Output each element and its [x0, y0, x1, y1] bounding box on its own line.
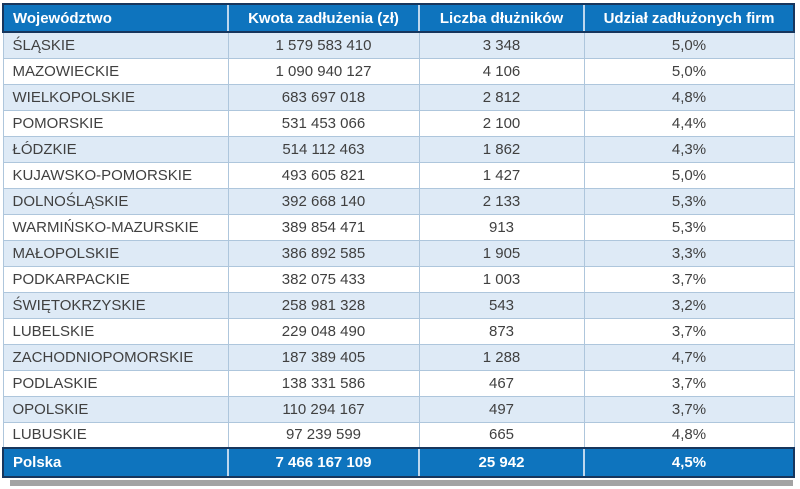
cell-amount: 110 294 167 — [227, 395, 420, 423]
table-row: PODLASKIE 138 331 586 467 3,7% — [2, 369, 795, 397]
column-header-region: Województwo — [2, 3, 228, 33]
cell-debtors: 2 100 — [418, 109, 585, 137]
cell-share: 4,3% — [583, 135, 795, 163]
cell-region: DOLNOŚLĄSKIE — [2, 187, 229, 215]
table-row: OPOLSKIE 110 294 167 497 3,7% — [2, 395, 795, 423]
cell-region: ŚWIĘTOKRZYSKIE — [2, 291, 229, 319]
cell-share: 5,0% — [583, 57, 795, 85]
cell-share: 3,7% — [583, 265, 795, 293]
cell-debtors: 2 812 — [418, 83, 585, 111]
cell-share: 5,0% — [583, 31, 795, 59]
cell-region: ZACHODNIOPOMORSKIE — [2, 343, 229, 371]
cell-debtors: 2 133 — [418, 187, 585, 215]
cell-amount: 514 112 463 — [227, 135, 420, 163]
cell-share: 4,8% — [583, 83, 795, 111]
cell-amount: 258 981 328 — [227, 291, 420, 319]
cell-amount: 493 605 821 — [227, 161, 420, 189]
cell-region: LUBUSKIE — [2, 421, 229, 449]
table-row: LUBUSKIE 97 239 599 665 4,8% — [2, 421, 795, 449]
cell-region: LUBELSKIE — [2, 317, 229, 345]
cell-region: PODLASKIE — [2, 369, 229, 397]
table-row: ZACHODNIOPOMORSKIE 187 389 405 1 288 4,7% — [2, 343, 795, 371]
cell-region: ŁÓDZKIE — [2, 135, 229, 163]
cell-amount: 229 048 490 — [227, 317, 420, 345]
column-header-share: Udział zadłużonych firm — [583, 3, 795, 33]
table-row: ŁÓDZKIE 514 112 463 1 862 4,3% — [2, 135, 795, 163]
cell-debtors: 1 862 — [418, 135, 585, 163]
cell-region: ŚLĄSKIE — [2, 31, 229, 59]
total-debtors: 25 942 — [418, 447, 584, 478]
cell-region: WIELKOPOLSKIE — [2, 83, 229, 111]
cell-debtors: 497 — [418, 395, 585, 423]
table-row: WIELKOPOLSKIE 683 697 018 2 812 4,8% — [2, 83, 795, 111]
cell-debtors: 1 905 — [418, 239, 585, 267]
cell-debtors: 873 — [418, 317, 585, 345]
cell-share: 3,3% — [583, 239, 795, 267]
table-row: POMORSKIE 531 453 066 2 100 4,4% — [2, 109, 795, 137]
cell-amount: 392 668 140 — [227, 187, 420, 215]
total-share: 4,5% — [583, 447, 795, 478]
table-footer: Polska 7 466 167 109 25 942 4,5% — [2, 447, 795, 478]
cell-amount: 531 453 066 — [227, 109, 420, 137]
cell-debtors: 913 — [418, 213, 585, 241]
cell-amount: 97 239 599 — [227, 421, 420, 449]
cell-share: 3,7% — [583, 395, 795, 423]
header-row: Województwo Kwota zadłużenia (zł) Liczba… — [2, 3, 795, 33]
cell-region: OPOLSKIE — [2, 395, 229, 423]
cell-amount: 389 854 471 — [227, 213, 420, 241]
table-row: DOLNOŚLĄSKIE 392 668 140 2 133 5,3% — [2, 187, 795, 215]
cell-region: PODKARPACKIE — [2, 265, 229, 293]
column-header-debtors: Liczba dłużników — [418, 3, 584, 33]
cell-region: POMORSKIE — [2, 109, 229, 137]
table-header: Województwo Kwota zadłużenia (zł) Liczba… — [2, 3, 795, 33]
table-row: ŚLĄSKIE 1 579 583 410 3 348 5,0% — [2, 31, 795, 59]
table-row: PODKARPACKIE 382 075 433 1 003 3,7% — [2, 265, 795, 293]
column-header-amount: Kwota zadłużenia (zł) — [227, 3, 419, 33]
table-drop-shadow — [10, 480, 793, 486]
table-row: MAZOWIECKIE 1 090 940 127 4 106 5,0% — [2, 57, 795, 85]
cell-share: 5,0% — [583, 161, 795, 189]
cell-amount: 138 331 586 — [227, 369, 420, 397]
cell-share: 3,7% — [583, 369, 795, 397]
cell-debtors: 467 — [418, 369, 585, 397]
cell-share: 3,7% — [583, 317, 795, 345]
cell-debtors: 543 — [418, 291, 585, 319]
cell-amount: 187 389 405 — [227, 343, 420, 371]
cell-amount: 386 892 585 — [227, 239, 420, 267]
voivodeship-debt-table: Województwo Kwota zadłużenia (zł) Liczba… — [2, 3, 795, 478]
cell-amount: 382 075 433 — [227, 265, 420, 293]
cell-region: WARMIŃSKO-MAZURSKIE — [2, 213, 229, 241]
cell-region: MAŁOPOLSKIE — [2, 239, 229, 267]
table-row: WARMIŃSKO-MAZURSKIE 389 854 471 913 5,3% — [2, 213, 795, 241]
table-row: MAŁOPOLSKIE 386 892 585 1 905 3,3% — [2, 239, 795, 267]
cell-share: 4,4% — [583, 109, 795, 137]
cell-amount: 1 090 940 127 — [227, 57, 420, 85]
cell-share: 3,2% — [583, 291, 795, 319]
cell-debtors: 1 427 — [418, 161, 585, 189]
table-body: ŚLĄSKIE 1 579 583 410 3 348 5,0% MAZOWIECKIE… — [2, 31, 795, 449]
cell-debtors: 665 — [418, 421, 585, 449]
table-row: ŚWIĘTOKRZYSKIE 258 981 328 543 3,2% — [2, 291, 795, 319]
total-row: Polska 7 466 167 109 25 942 4,5% — [2, 447, 795, 478]
cell-amount: 1 579 583 410 — [227, 31, 420, 59]
cell-region: KUJAWSKO-POMORSKIE — [2, 161, 229, 189]
table-row: KUJAWSKO-POMORSKIE 493 605 821 1 427 5,0% — [2, 161, 795, 189]
cell-debtors: 3 348 — [418, 31, 585, 59]
cell-debtors: 4 106 — [418, 57, 585, 85]
cell-share: 5,3% — [583, 213, 795, 241]
table-row: LUBELSKIE 229 048 490 873 3,7% — [2, 317, 795, 345]
cell-debtors: 1 003 — [418, 265, 585, 293]
total-amount: 7 466 167 109 — [227, 447, 419, 478]
cell-share: 4,7% — [583, 343, 795, 371]
cell-share: 4,8% — [583, 421, 795, 449]
cell-region: MAZOWIECKIE — [2, 57, 229, 85]
cell-debtors: 1 288 — [418, 343, 585, 371]
cell-amount: 683 697 018 — [227, 83, 420, 111]
cell-share: 5,3% — [583, 187, 795, 215]
total-region-label: Polska — [2, 447, 228, 478]
